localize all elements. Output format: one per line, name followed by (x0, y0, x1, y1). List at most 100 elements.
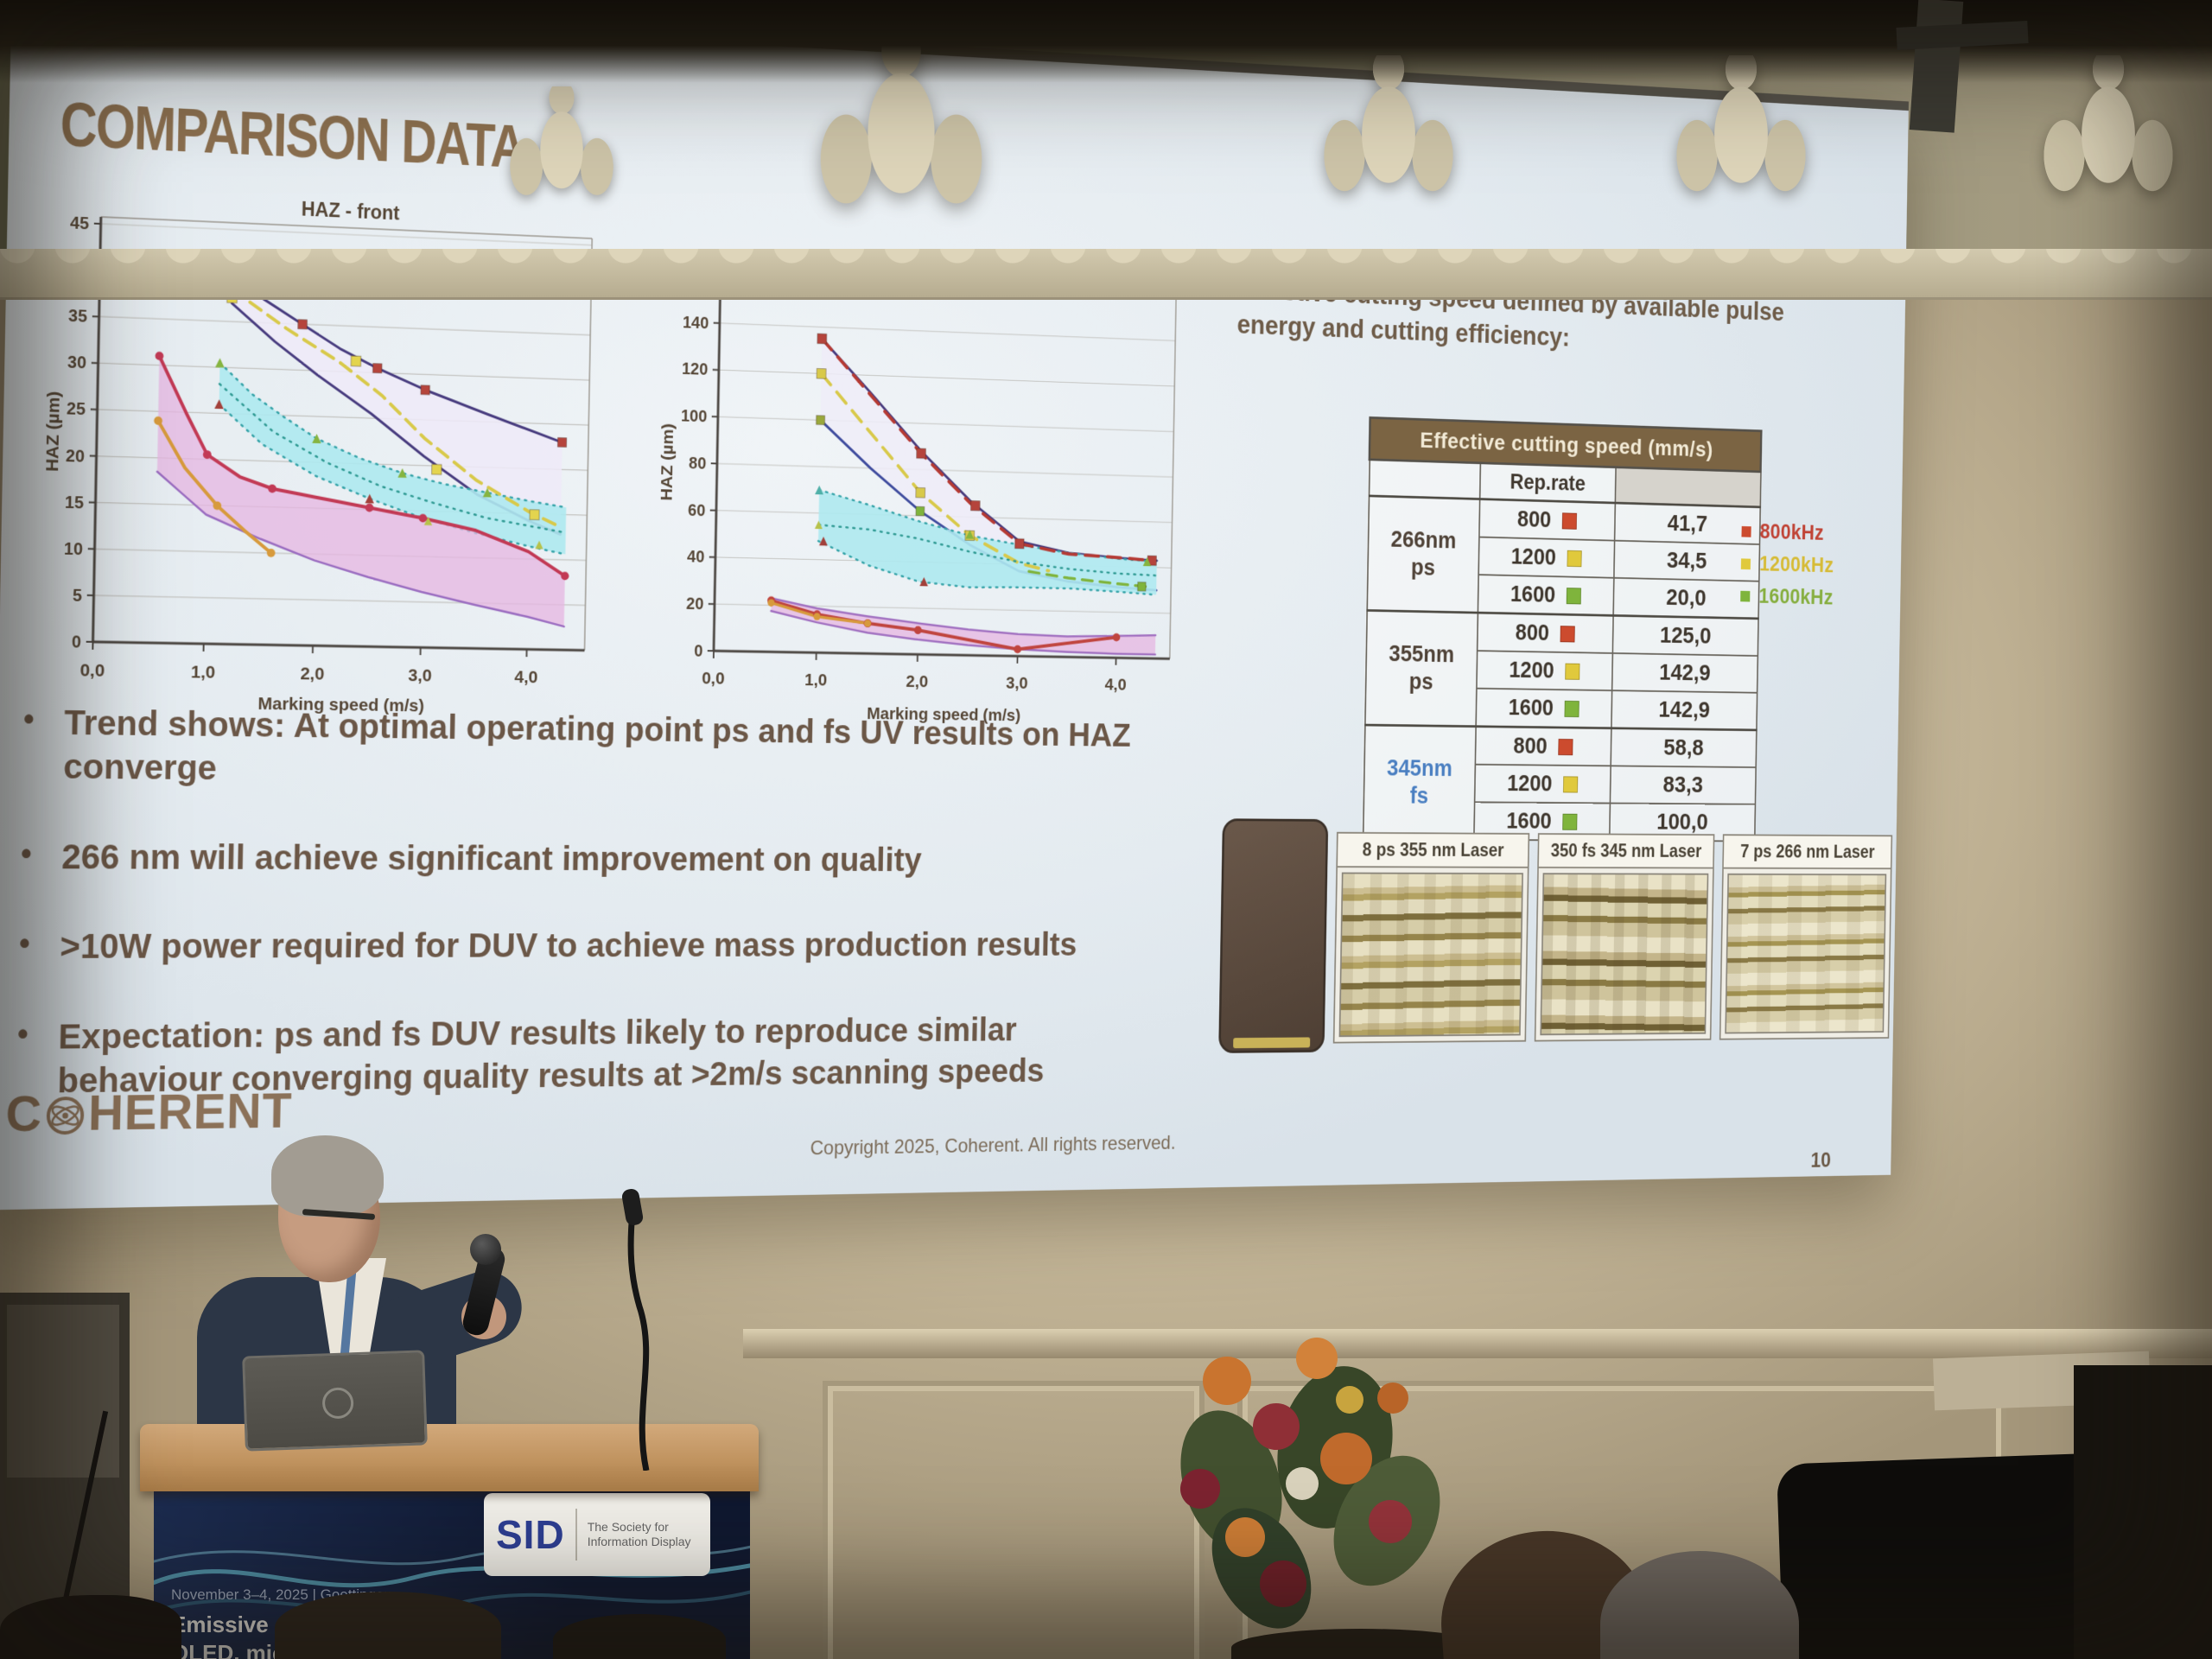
svg-text:15: 15 (65, 493, 84, 513)
marker (351, 356, 361, 366)
svg-text:2,0: 2,0 (300, 664, 324, 683)
flower-bouquet (1163, 1331, 1462, 1659)
sid-logo: SID The Society for Information Display (484, 1493, 710, 1576)
sid-logo-text: SID (496, 1512, 565, 1557)
ceiling-shadow (0, 0, 2212, 83)
marker (214, 399, 224, 410)
flower (1203, 1357, 1251, 1405)
rep-rate-header: Rep.rate (1479, 462, 1616, 504)
bullet-item: Trend shows: At optimal operating point … (14, 700, 1172, 797)
speed-value-cell: 142,9 (1611, 652, 1758, 693)
flower (1320, 1433, 1372, 1484)
stucco-ornament (1676, 55, 1806, 228)
equipment-corner (2074, 1365, 2212, 1659)
rep-rate-cell: 1600 (1477, 575, 1614, 616)
marker (432, 464, 442, 474)
rep-rate-cell: 1200 (1478, 537, 1615, 578)
presenter-hair (271, 1135, 384, 1217)
stucco-ornament (2044, 55, 2173, 228)
marker (215, 358, 225, 368)
bullet-item: >10W power required for DUV to achieve m… (10, 925, 1168, 969)
sample-label: 8 ps 355 nm Laser (1337, 833, 1529, 868)
legend-label: 1600kHz (1758, 584, 1834, 609)
legend-swatch (1740, 557, 1751, 569)
band-cyan-envelope (216, 362, 569, 555)
flower (1260, 1560, 1306, 1607)
marker (1015, 538, 1025, 548)
logo-letters: HERENT (87, 1083, 293, 1141)
marker (530, 510, 539, 520)
svg-text:0: 0 (694, 642, 702, 660)
bullet-list: Trend shows: At optimal operating point … (8, 700, 1172, 1103)
copyright-text: Copyright 2025, Coherent. All rights res… (810, 1132, 1176, 1160)
svg-text:20: 20 (686, 595, 704, 614)
rep-rate-cell: 1200 (1476, 651, 1612, 691)
legend-item: 1200kHz (1740, 551, 1834, 577)
rep-rate-cell: 800 (1477, 613, 1613, 653)
svg-text:HAZ (µm): HAZ (µm) (658, 423, 677, 501)
flower (1225, 1517, 1265, 1557)
legend-item: 800kHz (1741, 519, 1834, 545)
flower (1296, 1338, 1338, 1379)
sample-micrograph (1338, 872, 1523, 1038)
slide-title: COMPARISON DATA (60, 90, 525, 181)
speed-value-cell: 125,0 (1611, 615, 1758, 657)
color-swatch (1566, 587, 1582, 604)
rep-rate-cell: 1600 (1475, 688, 1612, 728)
microphone-grille (470, 1234, 501, 1265)
marker (817, 334, 827, 344)
legend-label: 800kHz (1759, 519, 1825, 545)
page-number: 10 (1810, 1148, 1832, 1173)
dell-logo (321, 1387, 354, 1420)
svg-text:0,0: 0,0 (79, 660, 105, 680)
podium-microphone (621, 1189, 650, 1471)
legend-swatch (1741, 525, 1751, 537)
sample-micrograph (1725, 873, 1887, 1034)
chart-body: 0204060801001201401600,01,02,03,04,0HAZ … (658, 247, 1177, 725)
svg-text:10: 10 (64, 539, 83, 558)
legend-item: 1600kHz (1740, 584, 1834, 610)
svg-text:5: 5 (73, 587, 82, 606)
audience-head (1600, 1551, 1799, 1659)
svg-text:HAZ - front: HAZ - front (302, 198, 400, 225)
chart-series (767, 332, 1160, 656)
flower (1253, 1403, 1300, 1450)
stucco-molding (0, 249, 2212, 300)
color-swatch (1564, 700, 1580, 717)
marker (916, 506, 925, 516)
marker (202, 450, 212, 460)
rep-rate-legend: 800kHz 1200kHz 1600kHz (1740, 519, 1834, 618)
haz-back-chart: 0204060801001201401600,01,02,03,04,0HAZ … (658, 247, 1187, 725)
podium-top (140, 1424, 759, 1491)
svg-text:3,0: 3,0 (408, 665, 432, 685)
marker (557, 438, 566, 448)
chart-series (150, 268, 575, 626)
sample-micrograph (1540, 873, 1709, 1036)
svg-text:45: 45 (70, 213, 89, 233)
color-swatch (1561, 512, 1578, 530)
svg-text:4,0: 4,0 (1104, 676, 1126, 695)
table-cell (1614, 467, 1761, 507)
table-cell (1369, 459, 1480, 499)
svg-text:35: 35 (68, 307, 87, 327)
speed-value-cell: 34,5 (1613, 540, 1760, 582)
svg-text:1,0: 1,0 (804, 671, 827, 690)
coherent-logo: C HERENT (5, 1082, 293, 1143)
projector-mount (1909, 0, 1964, 133)
sid-tagline: The Society for Information Display (587, 1520, 691, 1548)
logo-letter: C (4, 1085, 43, 1143)
marker (298, 320, 308, 329)
wainscot-panel (823, 1381, 1205, 1659)
svg-text:80: 80 (689, 454, 707, 474)
laser-sample-figure: 350 fs 345 nm Laser (1534, 833, 1715, 1042)
audience-head (553, 1614, 726, 1659)
banner-line: OLED, micr (171, 1639, 294, 1659)
svg-text:60: 60 (688, 501, 706, 520)
color-swatch (1563, 775, 1579, 793)
marker (421, 385, 430, 395)
svg-text:30: 30 (67, 353, 86, 373)
svg-text:25: 25 (67, 400, 86, 420)
flower (1369, 1500, 1412, 1543)
band-cyan-envelope (817, 489, 1159, 595)
